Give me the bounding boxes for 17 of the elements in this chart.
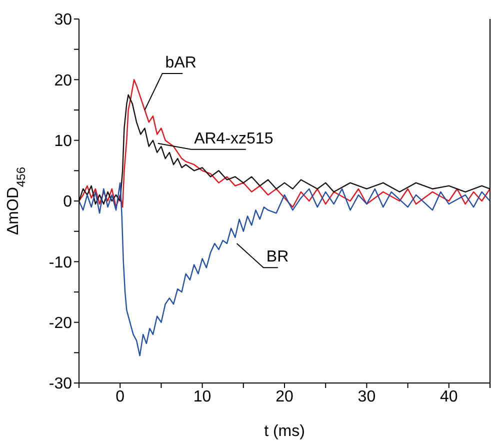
x-tick-label: 0 — [116, 388, 125, 406]
y-tick-label: -30 — [48, 376, 72, 393]
y-tick-label: 20 — [54, 72, 72, 90]
x-tick-label: 10 — [193, 388, 212, 406]
y-tick-label: 30 — [54, 12, 72, 29]
series-label: AR4-xz515 — [194, 130, 274, 148]
x-tick-label: 20 — [276, 388, 294, 406]
y-tick-label: 10 — [54, 133, 72, 150]
series-label: bAR — [165, 54, 196, 72]
x-tick-label: 30 — [358, 388, 376, 406]
y-tick-label: 0 — [63, 194, 72, 211]
series-label: BR — [266, 248, 289, 266]
line-series — [79, 182, 490, 356]
y-tick-label: -20 — [48, 315, 72, 332]
y-tick-label: -10 — [48, 254, 72, 272]
x-tick-label: 40 — [440, 388, 458, 406]
x-axis-title: t (ms) — [264, 423, 305, 440]
